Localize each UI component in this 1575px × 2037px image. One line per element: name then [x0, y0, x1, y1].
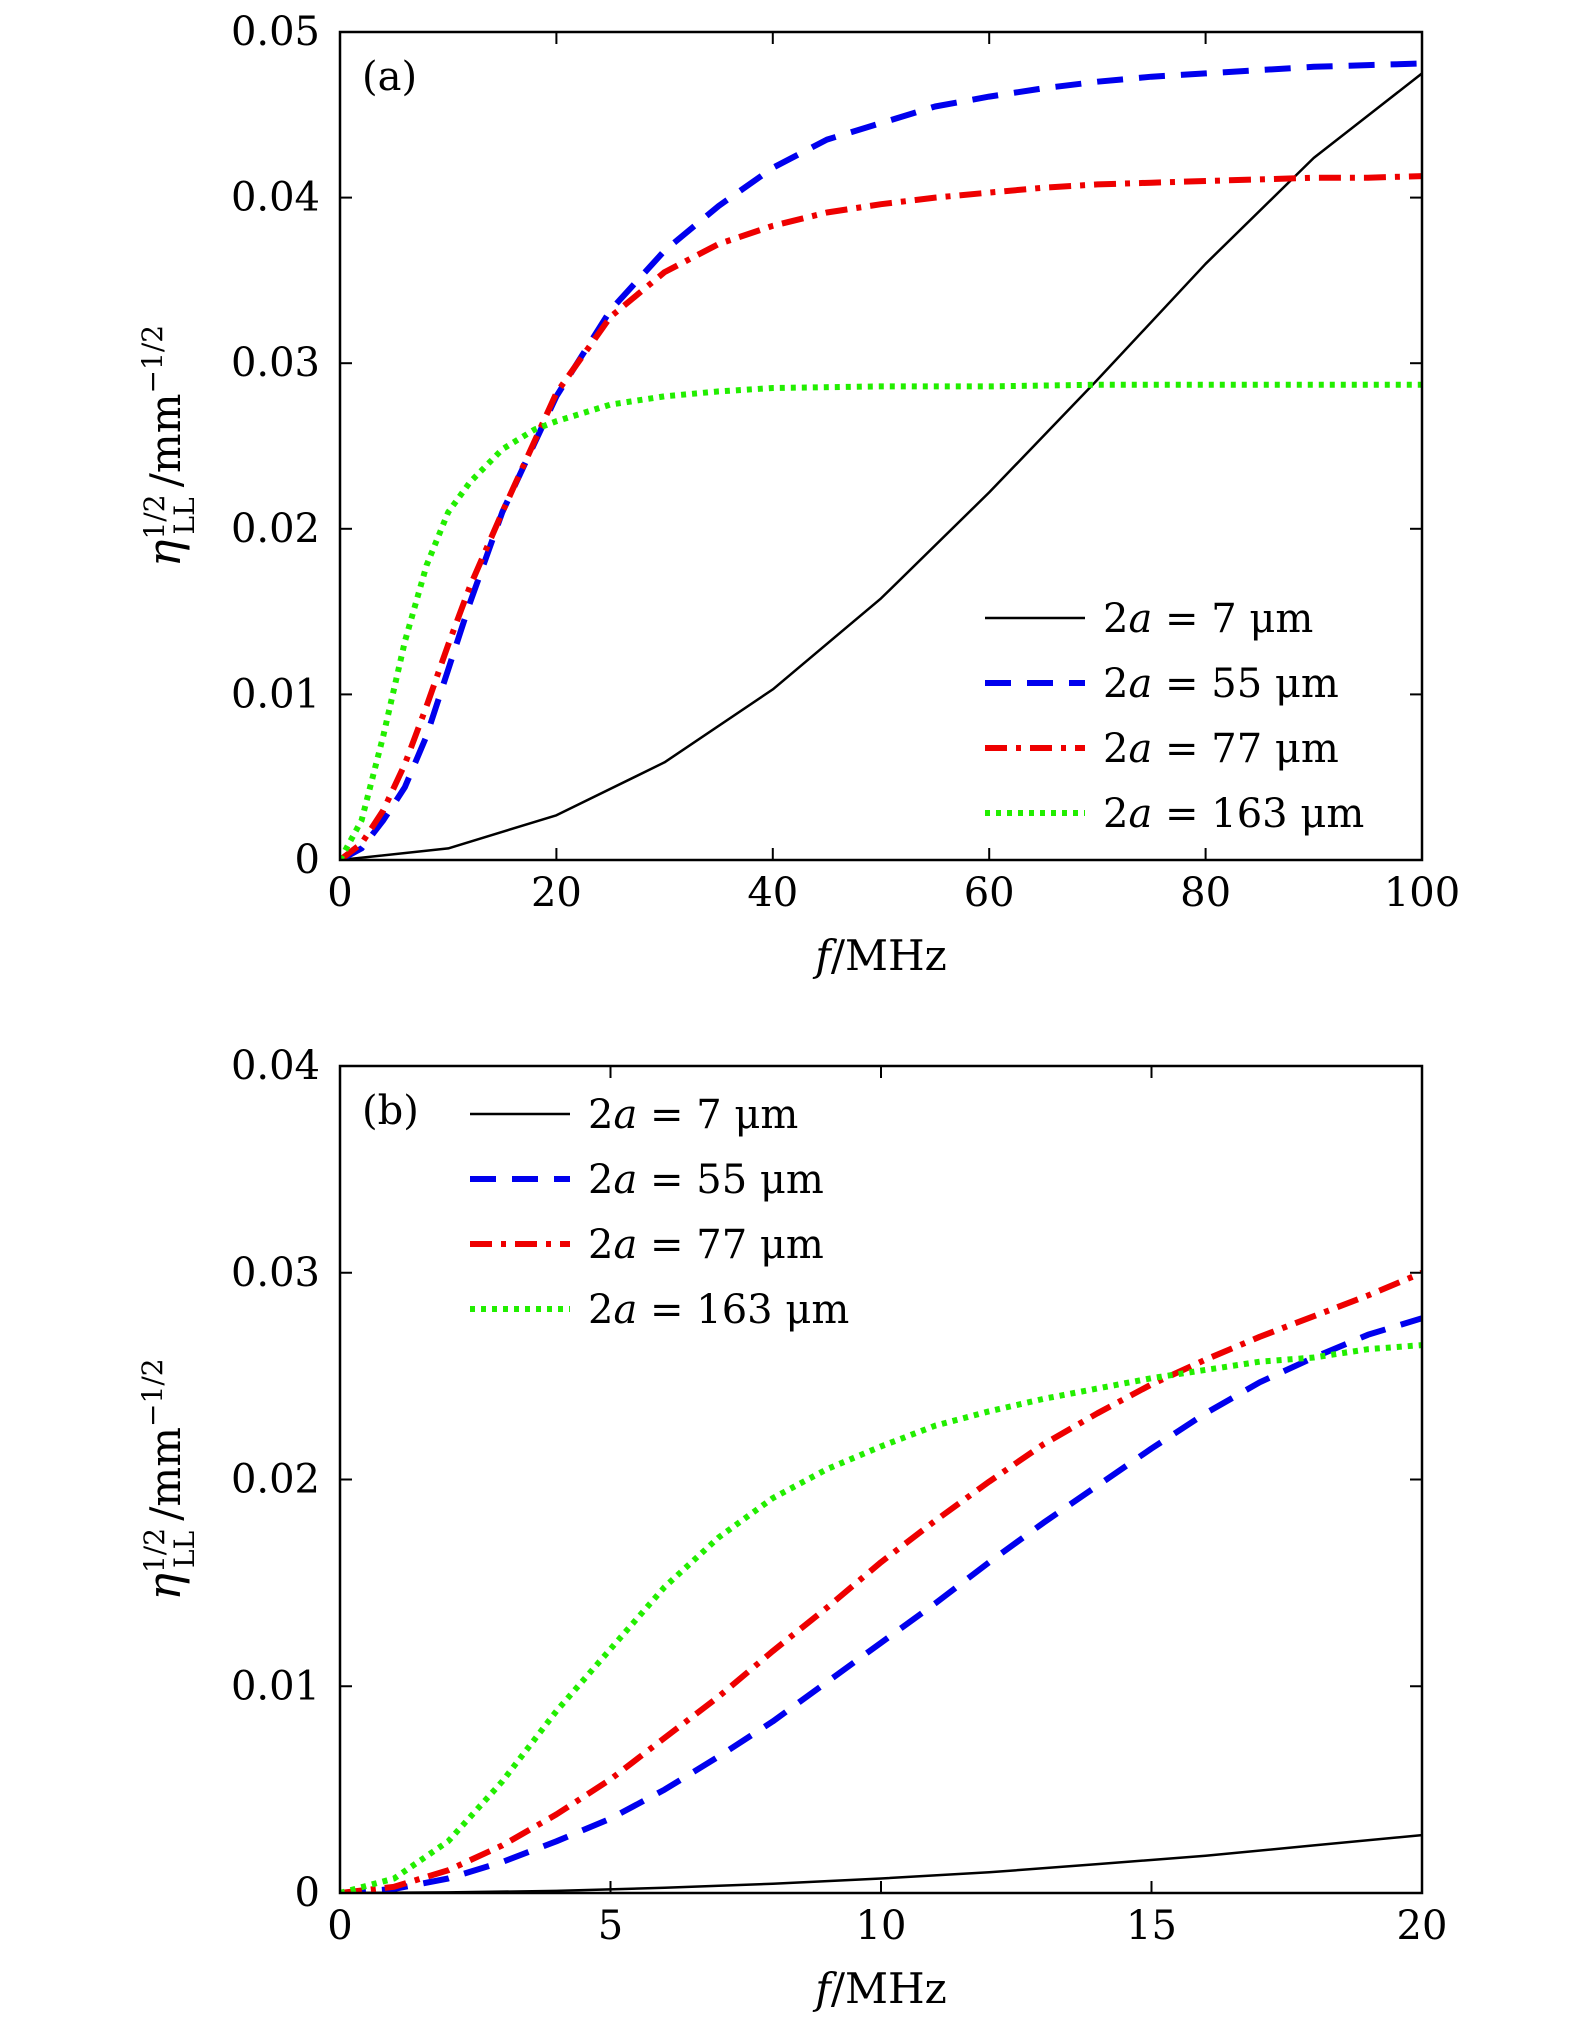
y-tick-label: 0.01: [231, 1663, 320, 1709]
y-tick-label: 0.02: [231, 1457, 320, 1503]
y-axis-label: η1/2LL/mm−1/2: [136, 325, 201, 567]
y-axis-label: η1/2LL/mm−1/2: [136, 1358, 201, 1600]
y-tick-label: 0.01: [231, 671, 320, 717]
series-lines: [340, 60, 1422, 860]
legend-label: 2a = 77 μm: [1103, 726, 1339, 772]
x-tick-label: 0: [327, 1903, 352, 1949]
series-line-4: [340, 1342, 1422, 1893]
x-tick-label: 20: [531, 870, 582, 916]
x-tick-label: 100: [1384, 870, 1460, 916]
y-tick-label: 0.03: [231, 340, 320, 386]
x-tick-label: 15: [1126, 1903, 1177, 1949]
x-tick-label: 0: [327, 870, 352, 916]
series-line-2: [340, 60, 1422, 860]
y-tick-label: 0.02: [231, 506, 320, 552]
y-tick-label: 0.05: [231, 9, 320, 55]
panel-label: (a): [362, 54, 417, 100]
plot-frame: [338, 1064, 1424, 1895]
legend-label: 2a = 163 μm: [588, 1287, 849, 1333]
series-line-1: [340, 72, 1422, 860]
panel-a: 0 20 40 60 80 100 0 0.01 0.02 0.03 0.04 0.05 (a) f/MH…: [136, 9, 1460, 980]
legend-label: 2a = 55 μm: [588, 1157, 824, 1203]
series-lines: [340, 1270, 1422, 1893]
y-tick-label: 0.03: [231, 1250, 320, 1296]
legend-label: 2a = 7 μm: [588, 1092, 798, 1138]
panel-b: 0 5 10 15 20 0 0.01 0.02 0.03 0.04 (b) f/MHz η1/2LL/…: [136, 1043, 1447, 2013]
legend: 2a = 7 μm 2a = 55 μm 2a = 77 μm 2a = 163 μm: [470, 1092, 849, 1333]
series-line-2: [340, 1315, 1422, 1893]
x-tick-label: 5: [598, 1903, 623, 1949]
x-axis-label: f/MHz: [812, 931, 946, 980]
y-tick-label: 0: [295, 1870, 320, 1916]
x-tick-label: 10: [856, 1903, 907, 1949]
legend-label: 2a = 55 μm: [1103, 661, 1339, 707]
series-line-4: [340, 381, 1422, 860]
legend-label: 2a = 77 μm: [588, 1222, 824, 1268]
legend: 2a = 7 μm 2a = 55 μm 2a = 77 μm 2a = 163 μm: [985, 596, 1364, 837]
x-tick-label: 40: [747, 870, 798, 916]
x-tick-label: 60: [964, 870, 1015, 916]
plot-frame: [338, 30, 1424, 862]
x-tick-label: 20: [1397, 1903, 1448, 1949]
series-line-3: [340, 173, 1422, 860]
series-line-1: [340, 1833, 1422, 1893]
series-line-3: [340, 1270, 1422, 1893]
y-tick-label: 0: [295, 837, 320, 883]
y-tick-label: 0.04: [231, 1043, 320, 1089]
panel-label: (b): [362, 1088, 419, 1134]
legend-label: 2a = 7 μm: [1103, 596, 1313, 642]
legend-label: 2a = 163 μm: [1103, 791, 1364, 837]
x-tick-label: 80: [1180, 870, 1231, 916]
x-axis-label: f/MHz: [812, 1964, 946, 2013]
y-tick-label: 0.04: [231, 175, 320, 221]
